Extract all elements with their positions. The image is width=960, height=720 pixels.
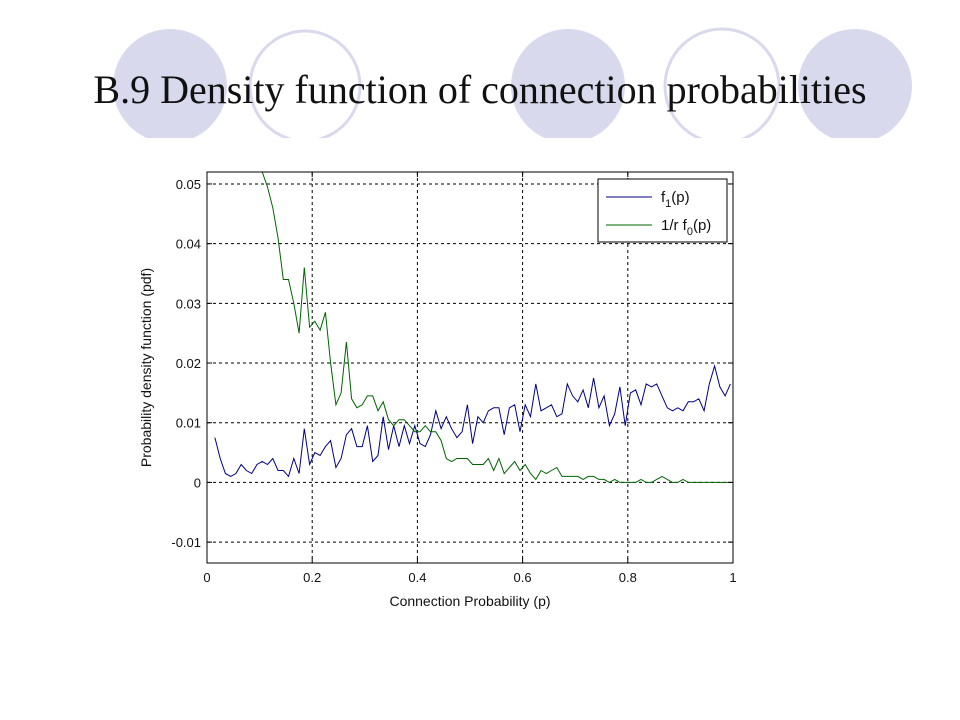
- x-tick-label: 0.8: [619, 570, 637, 585]
- decorative-circles: [0, 27, 960, 140]
- decor-circle-5: [798, 29, 912, 140]
- legend-entry-2: 1/r f0(p): [661, 217, 711, 238]
- legend-box: [597, 178, 728, 243]
- legend-entry-1: f1(p): [661, 189, 690, 210]
- slide-title: B.9 Density function of connection proba…: [93, 67, 867, 112]
- x-tick-label: 1: [729, 570, 736, 585]
- x-tick-label: 0.6: [514, 570, 532, 585]
- decor-circle-1: [113, 29, 227, 140]
- y-tick-label: 0.03: [176, 296, 201, 311]
- y-tick-label: 0.02: [176, 356, 201, 371]
- axes: [206, 171, 734, 564]
- y-tick-label: 0.01: [176, 416, 201, 431]
- series-layer: [214, 172, 731, 483]
- x-tick-label: 0.4: [408, 570, 426, 585]
- x-tick-label: 0.2: [303, 570, 321, 585]
- y-axis-label: Probability density function (pdf): [138, 268, 154, 467]
- x-axis-label: Connection Probability (p): [389, 593, 550, 609]
- y-tick-label: -0.01: [171, 535, 201, 550]
- decor-circle-2: [248, 29, 362, 140]
- tick-labels: 0 0.2 0.4 0.6 0.8 1 -0.01 0 0.01 0.02 0.03 0.04 0.05: [171, 177, 736, 585]
- y-tick-label: 0.05: [176, 177, 201, 192]
- x-tick-label: 0: [203, 570, 210, 585]
- decor-circle-4: [663, 27, 781, 140]
- decor-circle-3: [511, 29, 625, 140]
- series-line-2: [261, 172, 731, 483]
- legend: f1(p) 1/r f0(p): [597, 178, 728, 243]
- y-tick-label: 0: [194, 475, 201, 490]
- axes-box: [206, 171, 734, 564]
- series-line-1: [214, 364, 731, 478]
- y-tick-label: 0.04: [176, 237, 201, 252]
